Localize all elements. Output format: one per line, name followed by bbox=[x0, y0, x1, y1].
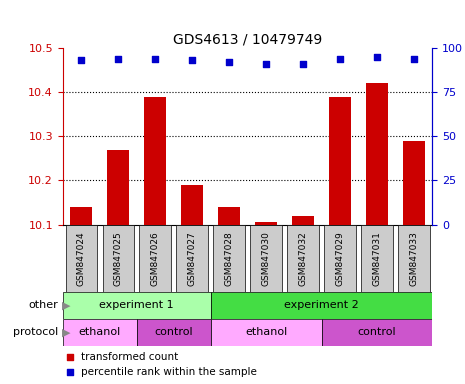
FancyBboxPatch shape bbox=[63, 319, 137, 346]
Point bbox=[152, 56, 159, 62]
Bar bbox=[107, 150, 129, 225]
Text: GSM847033: GSM847033 bbox=[410, 231, 418, 286]
Point bbox=[373, 54, 381, 60]
FancyBboxPatch shape bbox=[176, 225, 208, 292]
FancyBboxPatch shape bbox=[324, 225, 356, 292]
Point bbox=[226, 59, 233, 65]
Bar bbox=[292, 216, 314, 225]
FancyBboxPatch shape bbox=[63, 292, 211, 319]
Text: other: other bbox=[28, 300, 58, 310]
FancyBboxPatch shape bbox=[287, 225, 319, 292]
Title: GDS4613 / 10479749: GDS4613 / 10479749 bbox=[173, 33, 322, 47]
Text: GSM847025: GSM847025 bbox=[114, 231, 123, 286]
FancyBboxPatch shape bbox=[102, 225, 134, 292]
Text: percentile rank within the sample: percentile rank within the sample bbox=[81, 367, 257, 377]
Text: GSM847028: GSM847028 bbox=[225, 231, 233, 286]
Point bbox=[66, 354, 74, 360]
Bar bbox=[144, 97, 166, 225]
Text: ethanol: ethanol bbox=[79, 327, 121, 337]
Text: ethanol: ethanol bbox=[245, 327, 287, 337]
Point bbox=[66, 369, 74, 375]
Point bbox=[336, 56, 344, 62]
Bar bbox=[218, 207, 240, 225]
FancyBboxPatch shape bbox=[66, 225, 97, 292]
Bar bbox=[181, 185, 203, 225]
Text: GSM847031: GSM847031 bbox=[372, 231, 381, 286]
Text: experiment 1: experiment 1 bbox=[100, 300, 174, 310]
Point bbox=[78, 57, 85, 63]
Text: ▶: ▶ bbox=[62, 327, 70, 337]
FancyBboxPatch shape bbox=[250, 225, 282, 292]
Bar bbox=[255, 222, 277, 225]
FancyBboxPatch shape bbox=[140, 225, 171, 292]
Text: transformed count: transformed count bbox=[81, 352, 179, 362]
FancyBboxPatch shape bbox=[137, 319, 211, 346]
Text: GSM847029: GSM847029 bbox=[336, 231, 345, 286]
Point bbox=[299, 61, 307, 67]
Text: experiment 2: experiment 2 bbox=[284, 300, 359, 310]
Text: control: control bbox=[154, 327, 193, 337]
FancyBboxPatch shape bbox=[213, 225, 245, 292]
Text: GSM847026: GSM847026 bbox=[151, 231, 159, 286]
Point bbox=[114, 56, 122, 62]
Text: GSM847027: GSM847027 bbox=[188, 231, 197, 286]
FancyBboxPatch shape bbox=[322, 319, 432, 346]
Text: ▶: ▶ bbox=[62, 300, 70, 310]
Bar bbox=[403, 141, 425, 225]
Point bbox=[262, 61, 270, 67]
Text: GSM847032: GSM847032 bbox=[299, 231, 307, 286]
Text: GSM847030: GSM847030 bbox=[262, 231, 271, 286]
FancyBboxPatch shape bbox=[211, 292, 432, 319]
Bar bbox=[70, 207, 93, 225]
Bar bbox=[366, 83, 388, 225]
Text: GSM847024: GSM847024 bbox=[77, 231, 86, 286]
Bar bbox=[329, 97, 351, 225]
Point bbox=[410, 56, 418, 62]
FancyBboxPatch shape bbox=[211, 319, 322, 346]
Text: control: control bbox=[358, 327, 396, 337]
Text: protocol: protocol bbox=[13, 327, 58, 337]
FancyBboxPatch shape bbox=[398, 225, 430, 292]
FancyBboxPatch shape bbox=[361, 225, 393, 292]
Point bbox=[188, 57, 196, 63]
